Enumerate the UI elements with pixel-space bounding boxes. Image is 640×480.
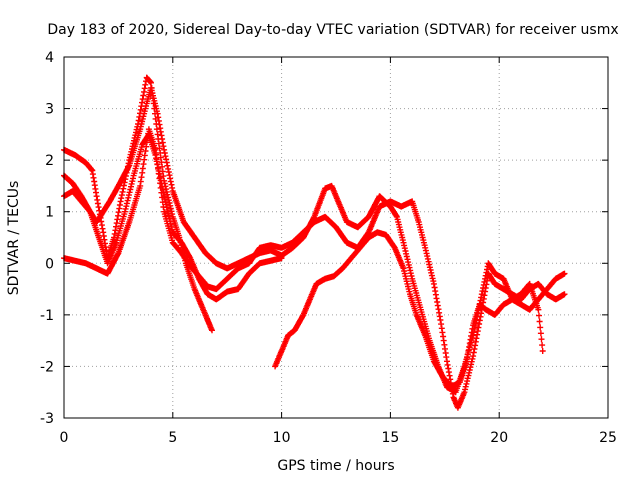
plot-frame	[63, 56, 609, 419]
x-tick-label: 5	[168, 430, 177, 446]
y-tick-label: 4	[45, 50, 54, 66]
y-tick-label: -3	[40, 411, 54, 427]
axis-ticks	[63, 56, 609, 419]
x-tick-label: 10	[273, 430, 291, 446]
x-axis-label: GPS time / hours	[277, 458, 394, 474]
x-tick-label: 0	[60, 430, 69, 446]
chart-title: Day 183 of 2020, Sidereal Day-to-day VTE…	[47, 22, 618, 38]
y-tick-label: 2	[45, 153, 54, 169]
y-tick-label: -1	[40, 308, 54, 324]
y-tick-label: 1	[45, 205, 54, 221]
y-tick-label: 3	[45, 102, 54, 118]
x-axis-tick-labels: 0 5 10 15 20 25	[60, 430, 617, 446]
series-trace-e	[272, 229, 546, 391]
x-tick-label: 25	[599, 430, 617, 446]
grid-lines	[64, 57, 608, 418]
y-axis-label: SDTVAR / TECUs	[6, 181, 22, 296]
x-tick-label: 20	[490, 430, 508, 446]
y-axis-tick-labels: -3 -2 -1 0 1 2 3 4	[40, 50, 54, 427]
marker-path-trace-e	[272, 229, 546, 391]
y-tick-label: 0	[45, 256, 54, 272]
x-tick-label: 15	[381, 430, 399, 446]
data-series	[61, 74, 568, 411]
y-tick-label: -2	[40, 359, 54, 375]
